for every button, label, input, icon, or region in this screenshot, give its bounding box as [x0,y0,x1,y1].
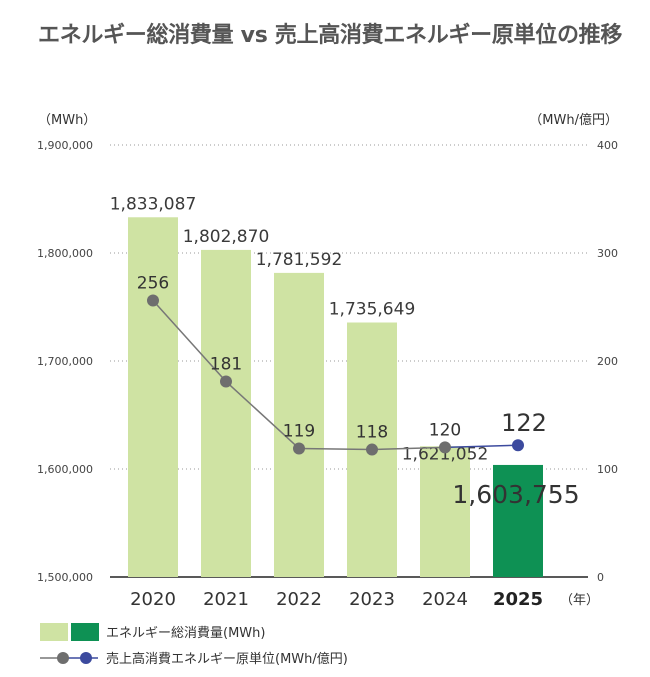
line-point-2024 [439,441,451,454]
bar-value-label-2020: 1,833,087 [110,194,197,214]
right-tick-label: 0 [597,571,604,584]
line-segment [225,380,300,450]
x-tick-label-2023: 2023 [349,589,395,610]
legend-bar-swatch-light [40,623,68,641]
right-tick-label: 200 [597,355,618,368]
right-tick-label: 100 [597,463,618,476]
left-tick-label: 1,700,000 [37,355,93,368]
line-value-label-2021: 181 [210,355,242,375]
line-segment [152,300,227,383]
line-value-label-2023: 118 [356,423,388,443]
x-axis-unit: （年） [560,593,599,608]
line-value-label-2022: 119 [283,421,315,441]
right-tick-label: 300 [597,247,618,260]
line-segment [444,444,519,449]
left-tick-label: 1,500,000 [37,571,93,584]
bar-2022 [274,272,324,577]
left-tick-label: 1,600,000 [37,463,93,476]
line-segment [371,446,446,451]
bar-value-label-2025: 1,603,755 [452,480,579,509]
line-point-2025 [512,439,524,452]
x-tick-label-2025: 2025 [493,589,543,610]
bar-2020 [128,217,178,577]
x-tick-label-2022: 2022 [276,589,322,610]
line-value-label-2024: 120 [429,420,461,440]
bar-2021 [201,249,251,578]
legend-bar-label: エネルギー総消費量(MWh) [106,626,265,641]
legend-line-label: 売上高消費エネルギー原単位(MWh/億円) [106,651,348,667]
x-tick-label-2024: 2024 [422,589,468,610]
line-point-2020 [147,294,159,307]
left-tick-label: 1,900,000 [37,139,93,152]
bar-value-label-2022: 1,781,592 [256,250,343,270]
line-point-2021 [220,375,232,388]
bar-2025 [493,464,543,577]
x-tick-label-2021: 2021 [203,589,249,610]
legend-line-marker-blue [80,652,92,664]
bar-2024 [420,446,470,577]
x-tick-label-2020: 2020 [130,589,176,610]
line-value-label-2025: 122 [501,409,547,437]
legend-bar-swatch-dark [71,623,99,641]
bar-value-label-2023: 1,735,649 [329,299,416,319]
right-tick-label: 400 [597,139,618,152]
left-axis-unit: （MWh） [38,113,96,128]
bar-value-label-2024: 1,621,052 [402,444,489,464]
line-point-2023 [366,443,378,456]
line-segment [298,447,373,451]
line-point-2022 [293,442,305,455]
left-tick-label: 1,800,000 [37,247,93,260]
right-axis-unit: （MWh/億円） [529,112,618,128]
chart-title: エネルギー総消費量 vs 売上高消費エネルギー原単位の推移 [38,23,623,48]
legend-line-marker-gray [57,652,69,664]
line-value-label-2020: 256 [137,274,169,294]
bar-value-label-2021: 1,802,870 [183,227,270,247]
